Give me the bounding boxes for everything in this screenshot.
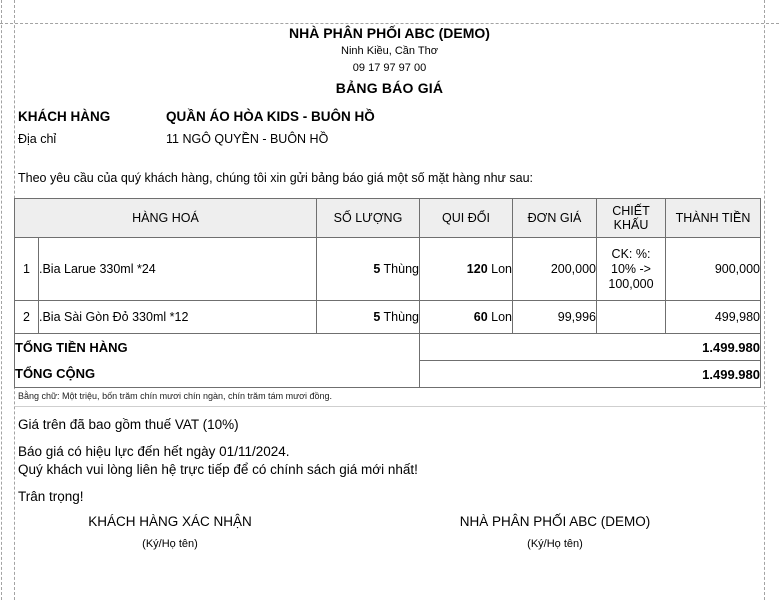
grand-total-row: TỔNG CỘNG 1.499.980 [14,360,761,388]
closing-text: Trân trọng! [18,489,84,504]
product-name: .Bia Larue 330ml *24 [38,237,317,301]
table-header-row: HÀNG HOÁ SỐ LƯỢNG QUI ĐỔI ĐƠN GIÁ CHIẾT … [14,198,761,238]
table-row: 2 .Bia Sài Gòn Đỏ 330ml *12 5 Thùng 60 L… [14,300,761,334]
header-quantity: SỐ LƯỢNG [316,198,420,238]
header-item: HÀNG HOÁ [14,198,317,238]
company-address: Ninh Kiều, Cần Thơ [341,45,438,57]
quantity-cell: 5 Thùng [316,237,420,301]
header-total: THÀNH TIỀN [665,198,761,238]
customer-address-label: Địa chỉ [18,132,57,146]
distributor-signature-title: NHÀ PHÂN PHỐI ABC (DEMO) [459,514,651,529]
document-header: NHÀ PHÂN PHỐI ABC (DEMO) Ninh Kiều, Cần … [0,23,779,96]
validity-notes: Báo giá có hiệu lực đến hết ngày 01/11/2… [18,443,418,478]
customer-label: KHÁCH HÀNG [18,109,111,124]
grand-total-label: TỔNG CỘNG [14,360,420,388]
customer-signature-subtitle: (Ký/Họ tên) [142,538,198,550]
discount-cell [596,300,666,334]
vat-note: Giá trên đã bao gồm thuế VAT (10%) [18,417,239,432]
distributor-signature-block: NHÀ PHÂN PHỐI ABC (DEMO) (Ký/Họ tên) [425,514,685,550]
header-discount: CHIẾT KHẤU [596,198,666,238]
header-conversion: QUI ĐỔI [419,198,513,238]
quantity-value: 5 [373,310,381,324]
amount-in-words: Bằng chữ: Một triệu, bốn trăm chín mươi … [15,389,767,407]
quantity-value: 5 [373,262,381,276]
customer-section: KHÁCH HÀNG QUẦN ÁO HÒA KIDS - BUÔN HỒ Đị… [18,109,375,146]
table-row: 1 .Bia Larue 330ml *24 5 Thùng 120 Lon 2… [14,237,761,301]
customer-name: QUẦN ÁO HÒA KIDS - BUÔN HỒ [166,109,375,124]
distributor-signature-subtitle: (Ký/Họ tên) [527,538,583,550]
quantity-unit: Thùng [380,262,419,276]
product-name: .Bia Sài Gòn Đỏ 330ml *12 [38,300,317,334]
customer-signature-block: KHÁCH HÀNG XÁC NHẬN (Ký/Họ tên) [40,514,300,550]
conversion-unit: Lon [487,310,512,324]
subtotal-row: TỔNG TIỀN HÀNG 1.499.980 [14,333,761,361]
company-phone: 09 17 97 97 00 [352,62,427,74]
line-total-cell: 900,000 [665,237,761,301]
header-unit-price: ĐƠN GIÁ [512,198,597,238]
conversion-value: 60 [473,310,488,324]
quantity-unit: Thùng [380,310,419,324]
customer-address: 11 NGÔ QUYỀN - BUÔN HỒ [166,132,329,146]
quote-table: HÀNG HOÁ SỐ LƯỢNG QUI ĐỔI ĐƠN GIÁ CHIẾT … [14,198,761,388]
conversion-cell: 60 Lon [419,300,513,334]
conversion-cell: 120 Lon [419,237,513,301]
discount-cell: CK: %: 10% -> 100,000 [596,237,666,301]
page-break-guide-outer-left [1,0,2,600]
page-break-guide-right [764,0,765,600]
grand-total-value: 1.499.980 [419,360,761,388]
contact-note: Quý khách vui lòng liên hệ trực tiếp để … [18,461,418,477]
page-break-guide-top [0,23,779,24]
subtotal-label: TỔNG TIỀN HÀNG [14,333,420,361]
quantity-cell: 5 Thùng [316,300,420,334]
subtotal-value: 1.499.980 [419,333,761,361]
unit-price-cell: 99,996 [512,300,597,334]
validity-note: Báo giá có hiệu lực đến hết ngày 01/11/2… [18,444,290,459]
customer-signature-title: KHÁCH HÀNG XÁC NHẬN [88,514,252,529]
conversion-unit: Lon [487,262,512,276]
document-title: BẢNG BÁO GIÁ [335,80,444,96]
intro-text: Theo yêu cầu của quý khách hàng, chúng t… [18,171,533,185]
line-total-cell: 499,980 [665,300,761,334]
conversion-value: 120 [466,262,488,276]
unit-price-cell: 200,000 [512,237,597,301]
row-number: 2 [14,300,39,334]
row-number: 1 [14,237,39,301]
company-name: NHÀ PHÂN PHỐI ABC (DEMO) [289,25,490,41]
